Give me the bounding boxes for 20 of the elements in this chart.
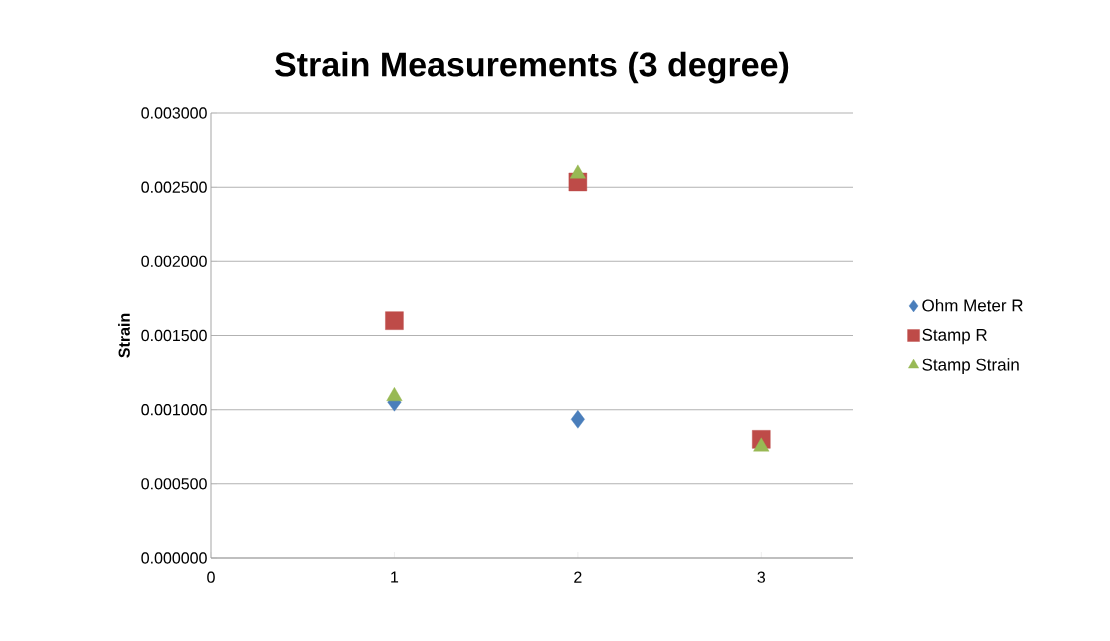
x-tick-label: 1 [391,571,399,583]
y-tick-label: 0.003000 [141,107,207,119]
legend-label: Ohm Meter R [922,299,1023,312]
x-tick-label: 0 [207,571,215,583]
legend-label: Stamp Strain [922,358,1019,375]
legend-label: Stamp R [922,328,987,345]
point [569,164,586,179]
x-tick-label: 2 [574,571,582,583]
y-tick-label: 0.002500 [141,181,207,193]
chart-title: Strain Measurements (3 degree) [275,51,789,84]
x-tick-label: 3 [757,571,766,583]
point [385,311,404,330]
y-tick-label: 0.001500 [141,329,207,342]
y-tick-label: 0.001000 [141,404,207,416]
y-tick-label: 0.000500 [141,478,207,490]
y-tick-label: 0.000000 [141,552,207,564]
y-axis-title: Strain [118,313,130,358]
y-tick-label: 0.002000 [141,255,207,267]
point [386,387,403,402]
point [570,410,585,429]
